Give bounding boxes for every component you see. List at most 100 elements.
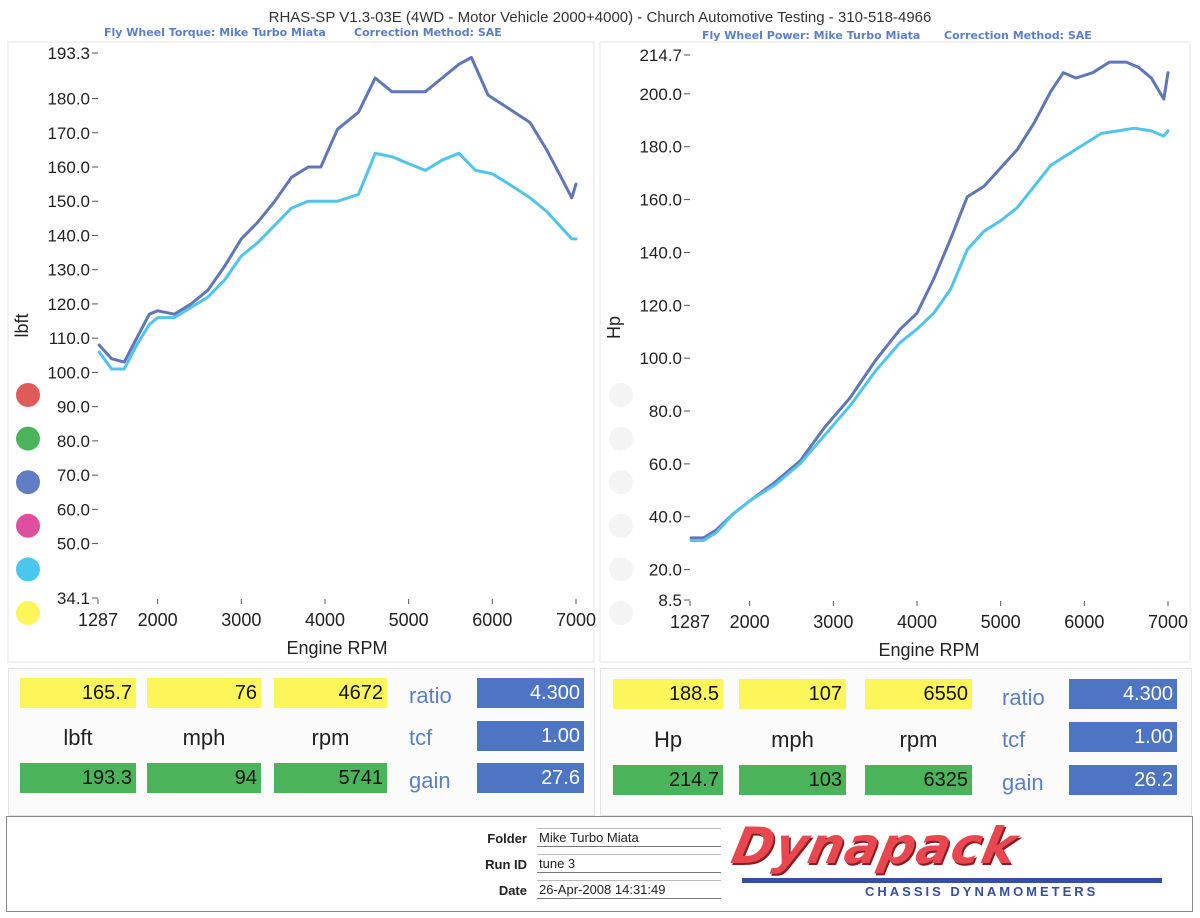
power-x-tick-label: 4000: [897, 612, 937, 632]
torque-y-tick-label: 50.0: [57, 535, 90, 554]
torque-x-tick-label: 5000: [389, 610, 429, 630]
torque-chart-subtitle: Fly Wheel Torque: Mike Turbo Miata: [104, 26, 326, 39]
torque-y-tick-label: 193.3: [47, 44, 90, 63]
torque-peak-rpm: 4672: [274, 678, 387, 708]
power-y-tick-label: 140.0: [639, 243, 682, 262]
gain-label-right: gain: [1002, 770, 1044, 795]
power-y-tick-label: 214.7: [639, 46, 682, 65]
legend-dot: [16, 383, 40, 407]
power-max-rpm: 6325: [865, 765, 972, 795]
power-peak-rpm: 6550: [865, 679, 972, 709]
power-x-tick-label: 5000: [981, 612, 1021, 632]
run-id-value: tune 3: [537, 854, 721, 873]
ratio-value: 4.300: [477, 678, 584, 708]
date-value: 26-Apr-2008 14:31:49: [537, 880, 721, 899]
power-x-tick-label: 6000: [1064, 612, 1104, 632]
torque-correction-method: Correction Method: SAE: [354, 26, 502, 39]
power-correction-method: Correction Method: SAE: [944, 29, 1092, 42]
power-x-tick-label: 3000: [813, 612, 853, 632]
torque-y-tick-label: 180.0: [47, 90, 90, 109]
folder-label: Folder: [487, 831, 527, 846]
ratio-value-right: 4.300: [1069, 679, 1177, 709]
torque-x-tick-label: 6000: [472, 610, 512, 630]
torque-y-tick-label: 90.0: [57, 398, 90, 417]
torque-y-tick-label: 130.0: [47, 261, 90, 280]
power-peak-value: 188.5: [613, 679, 723, 709]
torque-x-tick-label: 2000: [138, 610, 178, 630]
torque-x-tick-label: 1287: [78, 610, 118, 630]
torque-peak-value: 165.7: [20, 678, 136, 708]
power-chart-frame: [599, 41, 1191, 663]
dynapack-logo: Dynapack: [726, 817, 1024, 875]
torque-y-tick-label: 170.0: [47, 124, 90, 143]
torque-peak-mph: 76: [147, 678, 261, 708]
rpm-unit-label-right: rpm: [899, 727, 938, 752]
power-y-tick-label: 120.0: [639, 296, 682, 315]
power-y-tick-label: 60.0: [649, 455, 682, 474]
legend-dot-faded: [609, 513, 633, 538]
torque-y-tick-label: 70.0: [57, 466, 90, 485]
torque-x-tick-label: 4000: [305, 610, 345, 630]
torque-max-mph: 94: [147, 763, 261, 793]
power-y-tick-label: 160.0: [639, 191, 682, 210]
power-results-panel: 188.5 107 6550 Hp mph rpm 214.7 103 6325…: [600, 668, 1192, 816]
torque-y-tick-label: 110.0: [49, 329, 90, 348]
power-x-axis-title: Engine RPM: [878, 640, 979, 660]
power-x-tick-label: 2000: [730, 612, 770, 632]
tcf-label: tcf: [409, 725, 433, 750]
logo-underline: [742, 878, 1162, 883]
legend-dot-faded: [609, 383, 633, 407]
power-x-tick-label: 7000: [1148, 612, 1188, 632]
power-y-tick-label: 8.5: [658, 591, 682, 610]
torque-light-series-line: [97, 151, 578, 371]
gain-label: gain: [409, 768, 451, 793]
tcf-label-right: tcf: [1002, 727, 1026, 752]
power-max-mph: 103: [739, 765, 846, 795]
gain-value-right: 26.2: [1069, 765, 1177, 795]
legend-dot: [16, 426, 40, 451]
power-y-tick-label: 200.0: [639, 85, 682, 104]
dyno-charts: 34.1 50.0 60.0 70.0 80.0 90.0 100.0 110.0 120.0 1…: [7, 41, 1191, 663]
torque-unit-label: lbft: [63, 725, 93, 750]
gain-value: 27.6: [477, 763, 584, 793]
torque-y-tick-label: 150.0: [47, 192, 90, 211]
page-title: RHAS-SP V1.3-03E (4WD - Motor Vehicle 20…: [268, 9, 932, 26]
legend-dot: [16, 513, 40, 538]
torque-y-axis-title: lbft: [12, 313, 32, 337]
power-unit-label: Hp: [653, 727, 683, 752]
power-y-tick-label: 80.0: [649, 402, 682, 421]
torque-y-tick-label: 140.0: [47, 226, 90, 245]
legend-dot: [16, 557, 40, 582]
logo-subtext: CHASSIS DYNAMOMETERS: [865, 884, 1099, 899]
torque-dark-series-line: [97, 56, 578, 364]
torque-results-panel: 165.7 76 4672 lbft mph rpm 193.3 94 5741…: [8, 668, 595, 816]
date-label: Date: [498, 883, 527, 898]
legend-dot: [16, 601, 40, 625]
torque-y-tick-label: 80.0: [57, 432, 90, 451]
torque-x-axis-title: Engine RPM: [286, 638, 387, 658]
power-chart-subtitle: Fly Wheel Power: Mike Turbo Miata: [702, 29, 921, 42]
speed-unit-label-right: mph: [771, 727, 814, 752]
power-x-tick-label: 1287: [670, 612, 710, 632]
ratio-label-right: ratio: [1002, 685, 1045, 710]
power-y-tick-label: 40.0: [649, 508, 682, 527]
torque-y-tick-label: 160.0: [47, 158, 90, 177]
run-id-label: Run ID: [485, 857, 527, 872]
legend-dot-faded: [609, 557, 633, 582]
legend-dot: [16, 470, 40, 495]
legend-dot-faded: [609, 426, 633, 451]
power-max-value: 214.7: [613, 765, 723, 795]
torque-y-tick-label: 100.0: [47, 363, 90, 382]
torque-y-tick-label: 120.0: [47, 295, 90, 314]
torque-max-value: 193.3: [20, 763, 136, 793]
power-peak-mph: 107: [739, 679, 846, 709]
power-light-series-line: [689, 126, 1170, 542]
folder-value: Mike Turbo Miata: [537, 828, 721, 847]
speed-unit-label: mph: [182, 725, 226, 750]
tcf-value: 1.00: [477, 721, 584, 751]
power-y-tick-label: 20.0: [649, 561, 682, 580]
torque-y-tick-label: 60.0: [57, 500, 90, 519]
ratio-label: ratio: [409, 683, 452, 708]
legend-dot-faded: [609, 601, 633, 625]
power-y-tick-label: 100.0: [639, 349, 682, 368]
